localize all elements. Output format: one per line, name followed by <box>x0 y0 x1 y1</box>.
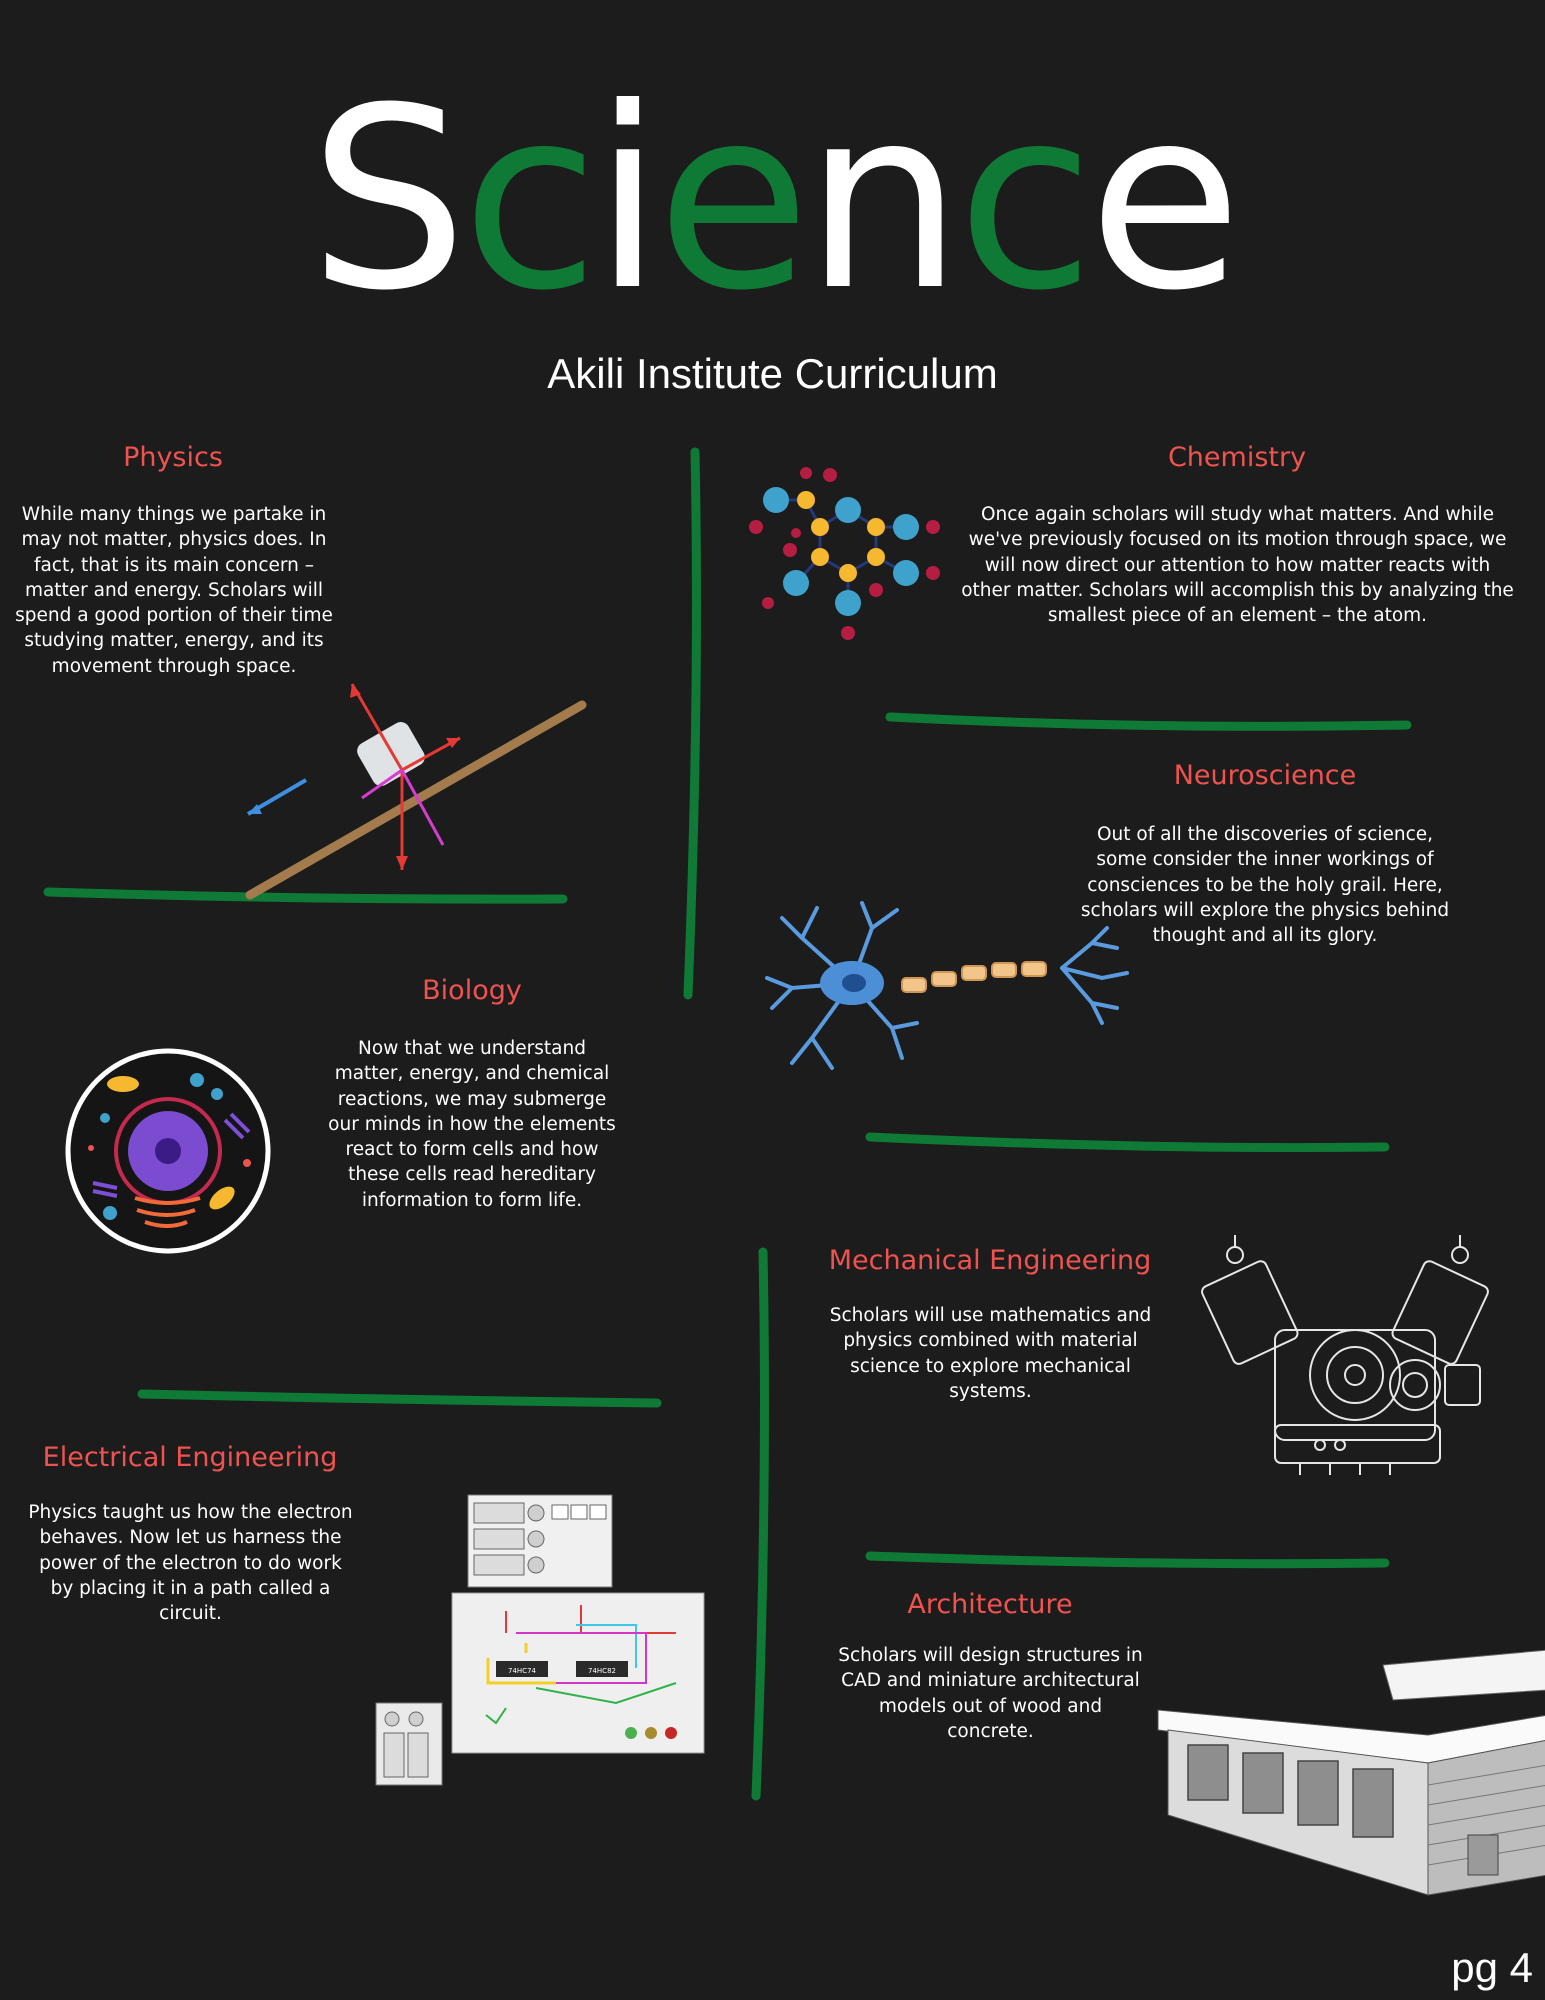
biology-body: Now that we understand matter, energy, a… <box>328 1038 616 1211</box>
engine-icon <box>1201 1235 1489 1475</box>
cell-icon <box>65 1048 271 1254</box>
breadboard-circuit-icon: 74HC74 74HC82 <box>375 1494 705 1786</box>
page-title: Science <box>0 50 1545 350</box>
molecule-icon <box>749 467 940 640</box>
inclined-plane-icon <box>245 683 587 900</box>
divider-physics-floor <box>43 887 568 904</box>
architecture-body: Scholars will design structures in CAD a… <box>838 1645 1143 1742</box>
electrical-body: Physics taught us how the electron behav… <box>28 1502 353 1625</box>
physics-heading: Physics <box>123 442 223 473</box>
divider-bio <box>137 1389 662 1408</box>
mechanical-heading: Mechanical Engineering <box>828 1245 1152 1276</box>
page-number: pg 4 <box>1451 1944 1533 1991</box>
house-sketch-icon <box>1157 1649 1545 1896</box>
divider-chem <box>885 712 1412 731</box>
neuroscience-body: Out of all the discoveries of science, s… <box>1080 824 1450 947</box>
physics-body: While many things we partake in may not … <box>15 504 333 677</box>
title-letter: e <box>1088 54 1242 345</box>
neuron-icon <box>765 901 1129 1070</box>
page-subtitle: Akili Institute Curriculum <box>547 350 998 397</box>
divider-vertical-bottom <box>751 1247 769 1801</box>
electrical-heading: Electrical Engineering <box>42 1442 338 1473</box>
chemistry-body: Once again scholars will study what matt… <box>961 504 1514 627</box>
neuroscience-heading: Neuroscience <box>1173 760 1357 791</box>
title-letter: S <box>308 54 468 345</box>
biology-heading: Biology <box>422 975 522 1006</box>
architecture-heading: Architecture <box>907 1589 1073 1620</box>
mechanical-body: Scholars will use mathematics and physic… <box>829 1305 1152 1402</box>
title-letter: i <box>593 54 663 345</box>
title-letter: n <box>804 54 962 345</box>
divider-mech <box>865 1551 1390 1569</box>
divider-vertical-top <box>683 447 701 1000</box>
divider-neuro <box>865 1132 1390 1153</box>
chip-label: 74HC74 <box>508 1667 537 1675</box>
title-letter: e <box>656 54 811 345</box>
chip-label: 74HC82 <box>588 1667 616 1675</box>
chemistry-heading: Chemistry <box>1167 442 1307 473</box>
title-letter: c <box>956 54 1094 345</box>
title-letter: c <box>461 54 599 345</box>
